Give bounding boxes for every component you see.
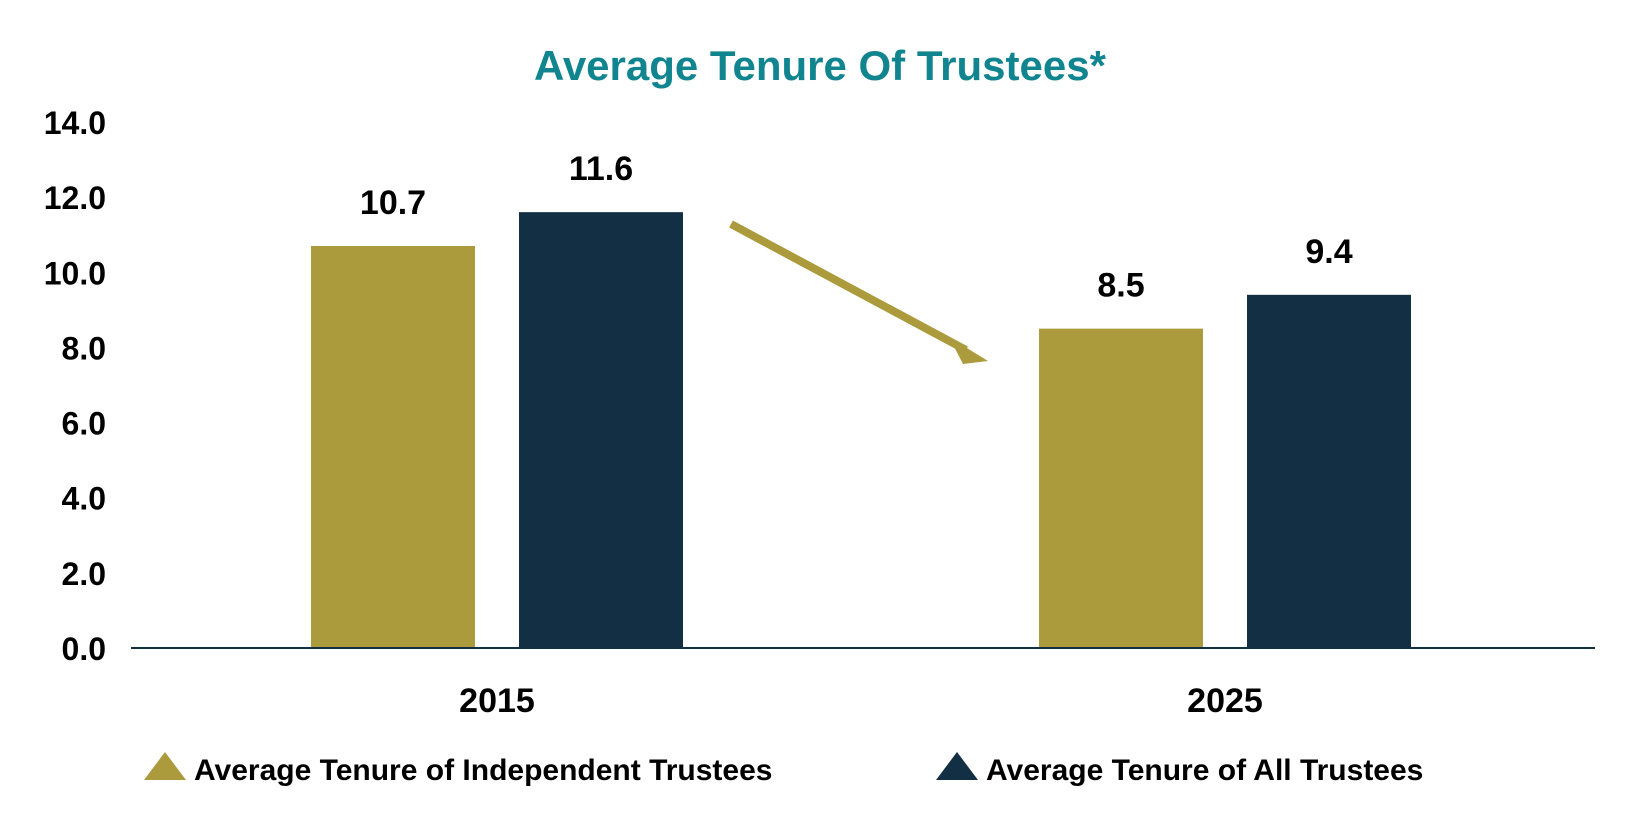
y-tick-label-5: 10.0 — [44, 255, 106, 291]
legend-marker-1 — [936, 752, 978, 780]
y-tick-label-0: 0.0 — [62, 631, 106, 667]
legend-label-1: Average Tenure of All Trustees — [986, 754, 1423, 787]
arrow-head — [949, 337, 988, 364]
arrow-shaft — [729, 220, 968, 354]
chart-title: Average Tenure Of Trustees* — [534, 42, 1107, 89]
data-label-2025-series-1: 9.4 — [1305, 233, 1352, 271]
y-tick-label-7: 14.0 — [44, 105, 106, 141]
x-tick-label-2015: 2015 — [459, 682, 535, 720]
legend: Average Tenure of Independent Trustees Av… — [144, 752, 1423, 787]
bars — [311, 212, 1411, 648]
data-label-2015-series-1: 11.6 — [569, 150, 633, 188]
y-tick-label-3: 6.0 — [62, 406, 106, 442]
data-label-2025-series-0: 8.5 — [1097, 267, 1144, 305]
y-tick-label-1: 2.0 — [62, 556, 106, 592]
bar-2025-series-0 — [1039, 328, 1203, 648]
data-label-2015-series-0: 10.7 — [360, 184, 426, 222]
downward-trend-arrow — [729, 220, 988, 364]
legend-marker-0 — [144, 752, 186, 780]
y-tick-label-6: 12.0 — [44, 180, 106, 216]
y-tick-label-2: 4.0 — [62, 481, 106, 517]
data-labels: 10.7 11.6 8.5 9.4 — [360, 150, 1353, 304]
y-tick-label-4: 8.0 — [62, 330, 106, 366]
bar-2015-series-1 — [519, 212, 683, 648]
legend-label-0: Average Tenure of Independent Trustees — [194, 754, 772, 787]
x-axis: 2015 2025 — [459, 682, 1263, 720]
bar-2025-series-1 — [1247, 294, 1411, 648]
bar-2015-series-0 — [311, 245, 475, 648]
y-axis: 0.0 2.0 4.0 6.0 8.0 10.0 12.0 14.0 — [44, 105, 106, 667]
x-tick-label-2025: 2025 — [1187, 682, 1263, 720]
